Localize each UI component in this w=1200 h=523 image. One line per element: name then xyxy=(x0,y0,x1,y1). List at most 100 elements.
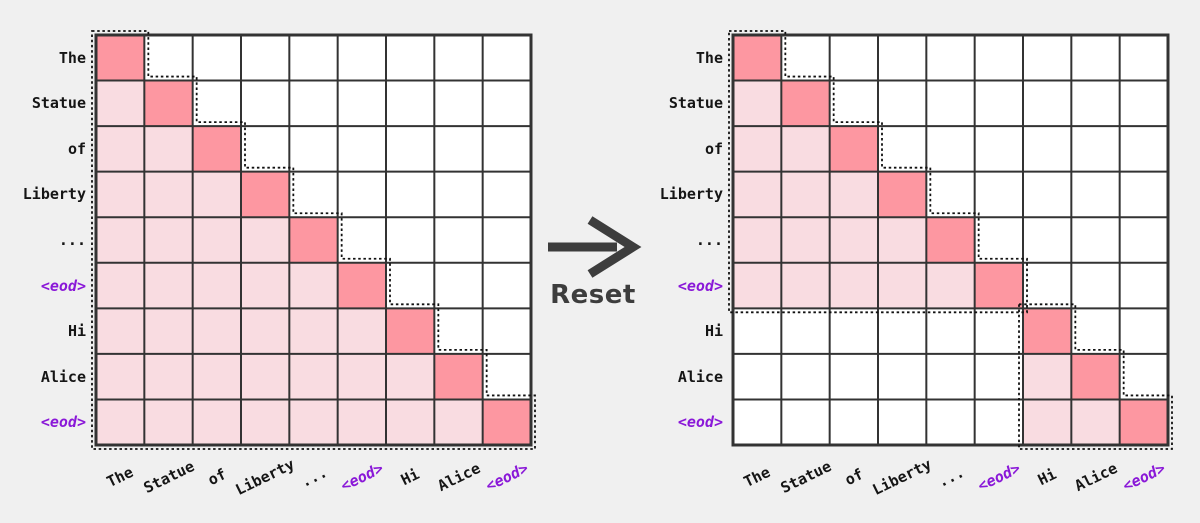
matrix-cell-empty xyxy=(482,353,531,400)
matrix-cell-attended xyxy=(733,171,782,218)
matrix-cell-attended xyxy=(733,262,782,309)
matrix-cell-diag xyxy=(482,399,531,445)
matrix-cell-attended xyxy=(386,353,435,400)
matrix-cell-attended xyxy=(96,80,145,127)
matrix-cell-diag xyxy=(289,217,338,263)
row-token-label: <eod> xyxy=(677,413,723,432)
matrix-cell-empty xyxy=(1119,262,1168,309)
row-token-label: Liberty xyxy=(659,185,723,204)
row-token-label: Alice xyxy=(677,367,723,386)
matrix-cell-empty xyxy=(1071,80,1120,127)
matrix-cell-attended xyxy=(733,80,782,127)
matrix-cell-diag xyxy=(926,217,975,263)
matrix-cell-empty xyxy=(781,353,830,400)
matrix-cell-attended xyxy=(192,217,241,263)
matrix-cell-empty xyxy=(1023,126,1072,172)
matrix-cell-attended xyxy=(96,399,145,445)
matrix-cell-diag xyxy=(337,262,386,309)
matrix-cell-empty xyxy=(192,80,241,127)
matrix-cell-attended xyxy=(96,262,145,309)
matrix-cell-attended xyxy=(289,308,338,354)
matrix-cell-empty xyxy=(434,80,483,127)
row-token-label: The xyxy=(695,48,723,67)
matrix-cell-empty xyxy=(733,399,782,445)
matrix-cell-empty xyxy=(337,126,386,172)
matrix-cell-empty xyxy=(386,80,435,127)
matrix-cell-diag xyxy=(144,80,193,127)
matrix-cell-empty xyxy=(974,171,1023,218)
matrix-cell-empty xyxy=(974,353,1023,400)
matrix-cell-empty xyxy=(482,308,531,354)
matrix-cell-empty xyxy=(192,35,241,81)
matrix-cell-empty xyxy=(434,126,483,172)
matrix-cell-attended xyxy=(1071,399,1120,445)
matrix-cell-empty xyxy=(733,353,782,400)
matrix-cell-empty xyxy=(781,35,830,81)
matrix-cell-attended xyxy=(144,171,193,218)
matrix-cell-empty xyxy=(926,80,975,127)
matrix-cell-empty xyxy=(386,35,435,81)
matrix-cell-empty xyxy=(434,171,483,218)
matrix-cell-attended xyxy=(878,262,927,309)
right-arrow-icon xyxy=(543,213,643,281)
matrix-cell-attended xyxy=(241,217,290,263)
matrix-cell-attended xyxy=(289,353,338,400)
matrix-cell-attended xyxy=(1023,353,1072,400)
matrix-cell-attended xyxy=(144,262,193,309)
matrix-cell-empty xyxy=(1071,308,1120,354)
matrix-cell-attended xyxy=(289,399,338,445)
row-token-label: The xyxy=(58,48,86,67)
matrix-cell-empty xyxy=(241,35,290,81)
matrix-cell-empty xyxy=(1071,171,1120,218)
matrix-cell-empty xyxy=(974,308,1023,354)
matrix-cell-attended xyxy=(144,353,193,400)
matrix-cell-empty xyxy=(482,171,531,218)
matrix-cell-diag xyxy=(829,126,878,172)
matrix-cell-attended xyxy=(241,353,290,400)
matrix-cell-empty xyxy=(289,126,338,172)
matrix-cell-empty xyxy=(434,308,483,354)
matrix-cell-attended xyxy=(781,126,830,172)
matrix-cell-attended xyxy=(144,399,193,445)
matrix-cell-attended xyxy=(192,353,241,400)
matrix-cell-empty xyxy=(1119,80,1168,127)
matrix-cell-diag xyxy=(1071,353,1120,400)
matrix-cell-empty xyxy=(878,35,927,81)
matrix-cell-attended xyxy=(829,171,878,218)
matrix-cell-empty xyxy=(781,399,830,445)
matrix-cell-diag xyxy=(781,80,830,127)
matrix-cell-attended xyxy=(96,171,145,218)
matrix-cell-empty xyxy=(926,35,975,81)
matrix-cell-empty xyxy=(337,171,386,218)
matrix-cell-empty xyxy=(1119,353,1168,400)
matrix-cell-attended xyxy=(144,308,193,354)
row-token-label: Statue xyxy=(31,94,86,113)
matrix-cell-empty xyxy=(434,35,483,81)
matrix-cell-diag xyxy=(878,171,927,218)
matrix-cell-diag xyxy=(974,262,1023,309)
matrix-cell-empty xyxy=(974,80,1023,127)
matrix-cell-diag xyxy=(241,171,290,218)
matrix-cell-attended xyxy=(1023,399,1072,445)
matrix-cell-attended xyxy=(289,262,338,309)
matrix-cell-empty xyxy=(1071,35,1120,81)
matrix-cell-attended xyxy=(192,308,241,354)
matrix-cell-attended xyxy=(241,262,290,309)
matrix-cell-empty xyxy=(289,171,338,218)
document-reset-attention-mask-grid xyxy=(728,30,1173,450)
matrix-cell-empty xyxy=(337,35,386,81)
matrix-cell-diag xyxy=(1119,399,1168,445)
matrix-cell-attended xyxy=(829,262,878,309)
row-token-label: ... xyxy=(58,230,86,249)
matrix-cell-empty xyxy=(337,80,386,127)
matrix-cell-empty xyxy=(878,126,927,172)
row-token-label: <eod> xyxy=(677,276,723,295)
row-token-label: of xyxy=(704,139,723,158)
row-token-label: Liberty xyxy=(22,185,86,204)
document-block-outline xyxy=(728,30,1028,314)
matrix-cell-attended xyxy=(733,217,782,263)
matrix-cell-empty xyxy=(386,126,435,172)
matrix-cell-attended xyxy=(829,217,878,263)
matrix-cell-empty xyxy=(878,308,927,354)
matrix-cell-empty xyxy=(926,126,975,172)
